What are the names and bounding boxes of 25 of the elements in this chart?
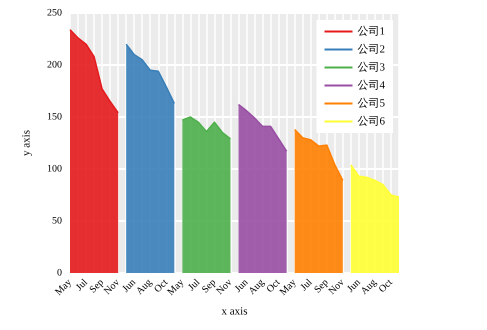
x-tick-label: Nov [214, 277, 234, 298]
y-tick-label: 200 [47, 60, 62, 70]
x-tick-label: May [53, 277, 74, 298]
x-tick-label: Jul [186, 276, 202, 294]
y-tick-label: 100 [47, 164, 62, 174]
x-tick-label: Jun [345, 277, 363, 295]
legend-label: 公司5 [358, 98, 386, 110]
x-axis-title: x axis [222, 306, 248, 318]
x-tick-label: May [166, 277, 186, 298]
x-tick-label: Jul [298, 276, 315, 294]
legend-label: 公司3 [358, 62, 386, 74]
y-tick-label: 0 [57, 268, 62, 278]
y-axis-title: y axis [20, 130, 32, 156]
y-tick-label: 250 [47, 8, 62, 18]
legend-label: 公司2 [358, 44, 385, 56]
legend-label: 公司4 [358, 80, 386, 92]
x-tick-label: Oct [376, 276, 396, 296]
x-tick-label: Jul [74, 276, 90, 294]
legend-label: 公司1 [358, 26, 385, 38]
y-tick-label: 150 [47, 112, 62, 122]
x-tick-label: Nov [102, 277, 122, 298]
x-tick-label: Nov [326, 277, 347, 298]
x-tick-label: May [278, 277, 299, 298]
legend-label: 公司6 [358, 116, 386, 128]
y-tick-label: 50 [52, 216, 62, 226]
